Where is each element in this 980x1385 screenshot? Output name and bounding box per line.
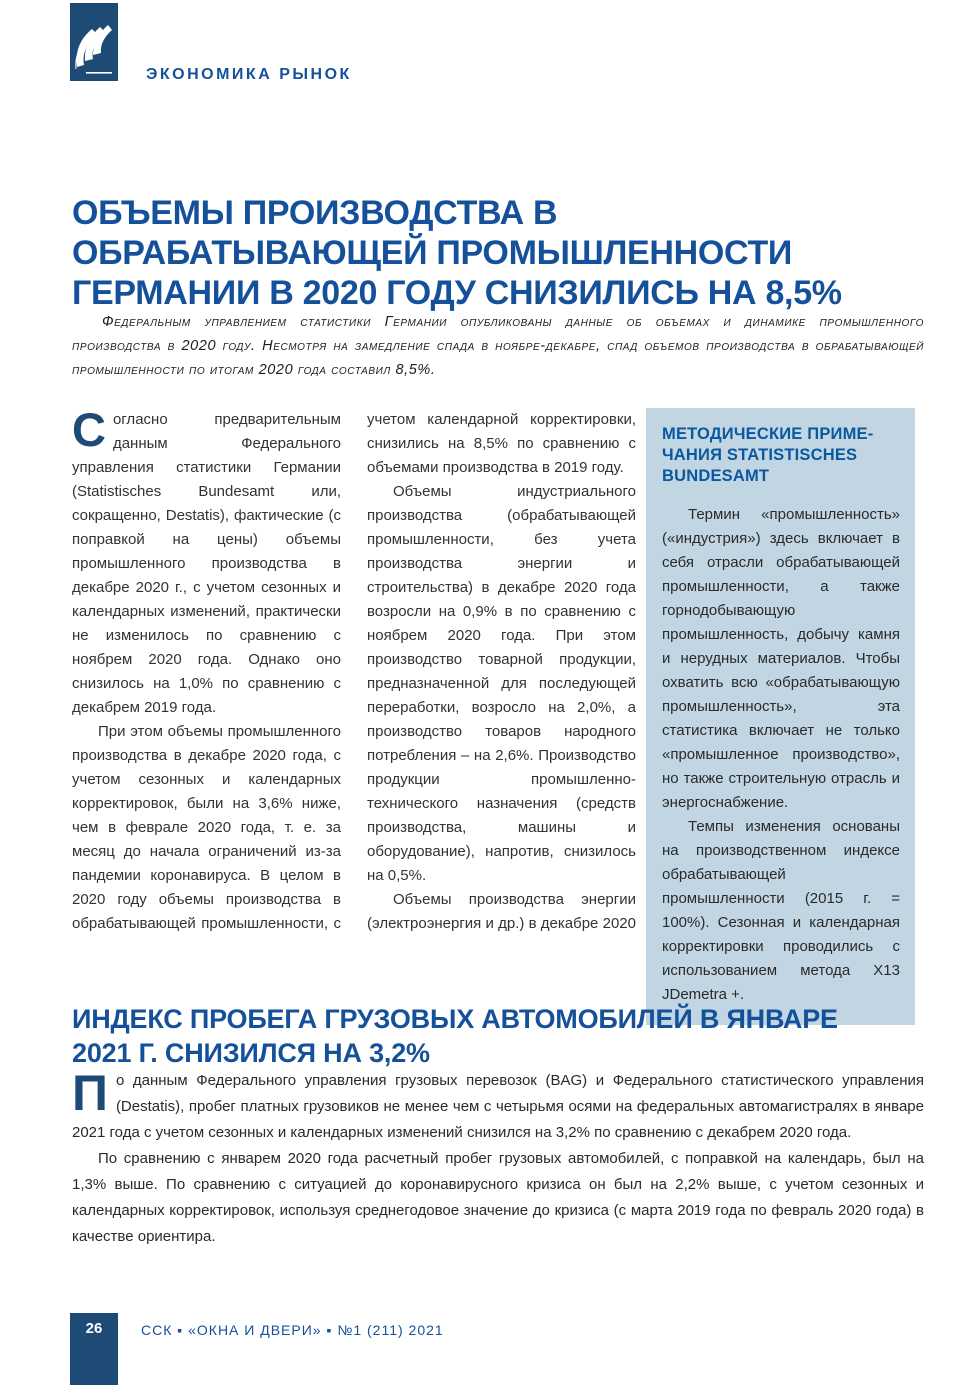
paragraph: Термин «промышленность» («индустрия») зд…	[662, 506, 900, 811]
paragraph: Объемы производства энергии (электроэнер…	[367, 891, 636, 932]
paragraph: Объемы индустриального производства (обр…	[367, 483, 636, 884]
drop-cap: П	[72, 1065, 108, 1121]
article1-lead: Федеральным управлением статистики Герма…	[72, 314, 924, 378]
article1-title: ОБЪЕМЫ ПРОИЗВОДСТВА В ОБРАБАТЫВАЮЩЕЙ ПРО…	[72, 193, 842, 312]
paragraph-text: огласно предварительным данным Федеральн…	[72, 411, 341, 716]
methodology-note-heading: МЕТОДИЧЕСКИЕ ПРИМЕ-ЧАНИЯ STATISTISCHES B…	[662, 425, 874, 485]
footer-journal-line: ССК ▪ «ОКНА И ДВЕРИ» ▪ №1 (211) 2021	[141, 1322, 444, 1338]
three-swoosh-leaves-icon	[70, 3, 118, 81]
page-number: 26	[85, 1320, 103, 1337]
paragraph: При этом объемы промышленного производст…	[72, 411, 636, 932]
section-kicker: ЭКОНОМИКА РЫНОК	[146, 66, 352, 83]
paragraph: По сравнению с январем 2020 года расчетн…	[72, 1150, 924, 1245]
paragraph: Темпы изменения основаны на производстве…	[662, 818, 900, 1003]
drop-cap: С	[72, 408, 106, 456]
methodology-note-box: МЕТОДИЧЕСКИЕ ПРИМЕ-ЧАНИЯ STATISTISCHES B…	[646, 408, 915, 1025]
publisher-logo	[70, 3, 118, 81]
paragraph-text: о данным Федерального управления грузовы…	[72, 1072, 924, 1141]
article2-title: ИНДЕКС ПРОБЕГА ГРУЗОВЫХ АВТОМОБИЛЕЙ В ЯН…	[72, 1004, 838, 1069]
footer-page-number-block: 26	[70, 1313, 118, 1385]
